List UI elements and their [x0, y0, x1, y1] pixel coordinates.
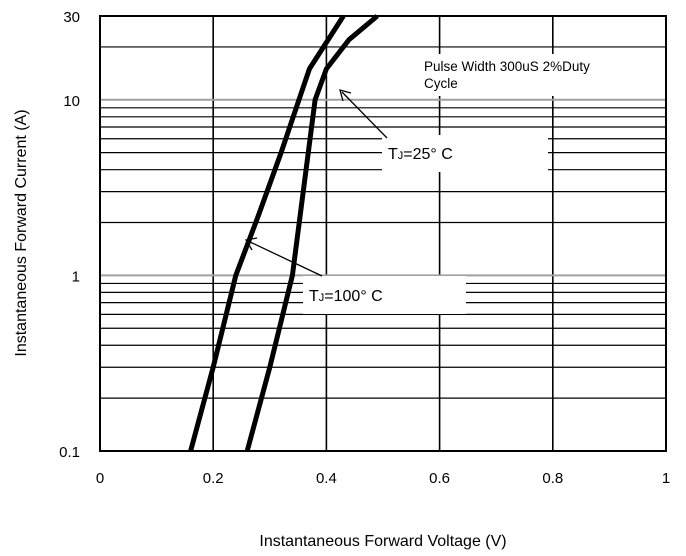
tj100-pointer-line — [247, 240, 323, 277]
tj100-label-rest: =100° C — [324, 288, 382, 305]
y-tick-label: 1 — [72, 268, 80, 285]
pulse-width-note-line2: Cycle — [424, 76, 458, 91]
x-tick-label: 1 — [662, 470, 670, 487]
plot-frame — [99, 15, 667, 452]
x-tick-label: 0.4 — [316, 470, 337, 487]
tj100-label-t: T — [309, 288, 319, 305]
x-axis-title: Instantaneous Forward Voltage (V) — [259, 533, 506, 550]
y-tick-label: 30 — [63, 9, 80, 26]
tj100-label-sub: J — [319, 292, 325, 304]
pulse-width-note-line1: Pulse Width 300uS 2%Duty — [424, 59, 590, 74]
y-tick-label: 10 — [63, 93, 80, 110]
tj25-pointer-line — [341, 91, 388, 139]
note-background — [416, 54, 662, 96]
x-tick-label: 0 — [96, 470, 104, 487]
x-tick-label: 0.8 — [542, 470, 563, 487]
tj25-label: TJ=25° C — [388, 146, 453, 163]
tj25-label-t: T — [388, 146, 398, 163]
y-axis-title: Instantaneous Forward Current (A) — [13, 109, 30, 356]
x-tick-label: 0.2 — [203, 470, 224, 487]
x-tick-labels: 0 0.2 0.4 0.6 0.8 1 — [96, 470, 670, 487]
tj25-label-sub: J — [398, 150, 404, 162]
tj25-arrowhead — [339, 89, 352, 102]
series-line-tj25 — [244, 14, 379, 452]
y-tick-labels: 0.1 1 10 30 — [59, 9, 80, 461]
tj25-label-rest: =25° C — [403, 146, 453, 163]
tj100-label: TJ=100° C — [309, 288, 383, 305]
x-tick-label: 0.6 — [429, 470, 450, 487]
data-curves — [188, 14, 379, 452]
series-line-tj100 — [188, 14, 346, 452]
tj100-label-background — [303, 276, 466, 314]
tj100-arrowhead — [244, 237, 258, 251]
y-tick-label: 0.1 — [59, 444, 80, 461]
tj25-label-background — [382, 135, 548, 172]
